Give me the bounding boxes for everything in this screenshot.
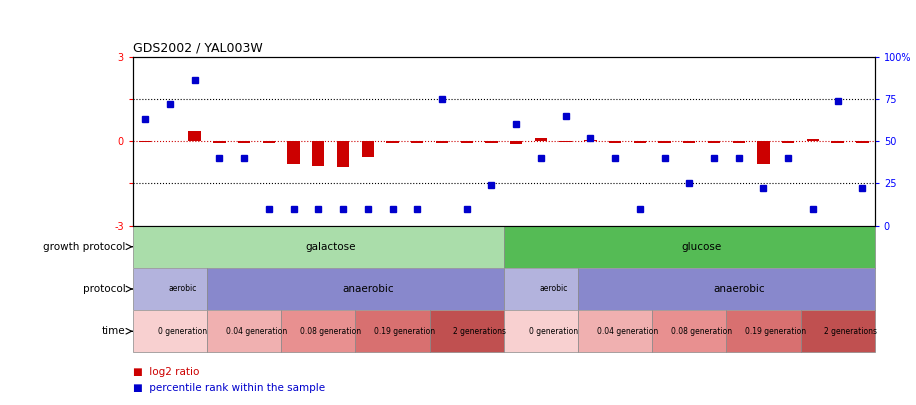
Bar [726, 310, 801, 352]
Bar [411, 141, 423, 143]
Bar [758, 141, 769, 164]
Bar [807, 139, 819, 141]
Bar [578, 310, 652, 352]
Bar [207, 268, 504, 310]
Bar [312, 141, 324, 166]
Text: 0.08 generation: 0.08 generation [300, 327, 361, 336]
Bar [436, 141, 448, 143]
Text: 0 generation: 0 generation [158, 327, 207, 336]
Text: anaerobic: anaerobic [342, 284, 394, 294]
Bar [856, 141, 868, 143]
Bar [133, 268, 207, 310]
Bar [510, 141, 522, 144]
Bar [609, 141, 621, 143]
Bar [578, 268, 875, 310]
Bar [504, 310, 578, 352]
Text: glucose: glucose [682, 242, 722, 252]
Text: ■  percentile rank within the sample: ■ percentile rank within the sample [133, 383, 325, 393]
Bar [560, 141, 572, 142]
Text: time: time [102, 326, 125, 336]
Bar [733, 141, 745, 143]
Bar [504, 226, 875, 268]
Bar [281, 310, 355, 352]
Bar [139, 141, 151, 142]
Bar [207, 310, 281, 352]
Text: GDS2002 / YAL003W: GDS2002 / YAL003W [133, 42, 263, 55]
Text: 0.19 generation: 0.19 generation [746, 327, 806, 336]
Bar [337, 141, 349, 167]
Text: aerobic: aerobic [540, 284, 567, 294]
Text: ■  log2 ratio: ■ log2 ratio [133, 367, 199, 377]
Bar [189, 131, 201, 141]
Bar [355, 310, 430, 352]
Bar [213, 141, 225, 143]
Bar [659, 141, 671, 143]
Text: 2 generations: 2 generations [823, 327, 877, 336]
Text: 0 generation: 0 generation [529, 327, 578, 336]
Bar [652, 310, 726, 352]
Bar [504, 268, 578, 310]
Bar [288, 141, 300, 164]
Bar [832, 141, 844, 143]
Text: aerobic: aerobic [169, 284, 196, 294]
Text: 0.08 generation: 0.08 generation [671, 327, 732, 336]
Bar [263, 141, 275, 143]
Text: galactose: galactose [305, 242, 356, 252]
Text: anaerobic: anaerobic [713, 284, 765, 294]
Bar [461, 141, 473, 143]
Bar [708, 141, 720, 143]
Bar [485, 141, 497, 143]
Text: growth protocol: growth protocol [43, 242, 125, 252]
Bar [387, 141, 398, 143]
Bar [634, 141, 646, 143]
Bar [430, 310, 504, 352]
Bar [584, 140, 596, 141]
Bar [782, 141, 794, 143]
Bar [683, 141, 695, 143]
Bar [133, 226, 504, 268]
Text: 0.19 generation: 0.19 generation [375, 327, 435, 336]
Bar [362, 141, 374, 157]
Bar [801, 310, 875, 352]
Text: 0.04 generation: 0.04 generation [226, 327, 287, 336]
Text: 2 generations: 2 generations [453, 327, 506, 336]
Bar [133, 310, 207, 352]
Text: protocol: protocol [82, 284, 125, 294]
Bar [238, 141, 250, 143]
Text: 0.04 generation: 0.04 generation [597, 327, 658, 336]
Bar [535, 138, 547, 141]
